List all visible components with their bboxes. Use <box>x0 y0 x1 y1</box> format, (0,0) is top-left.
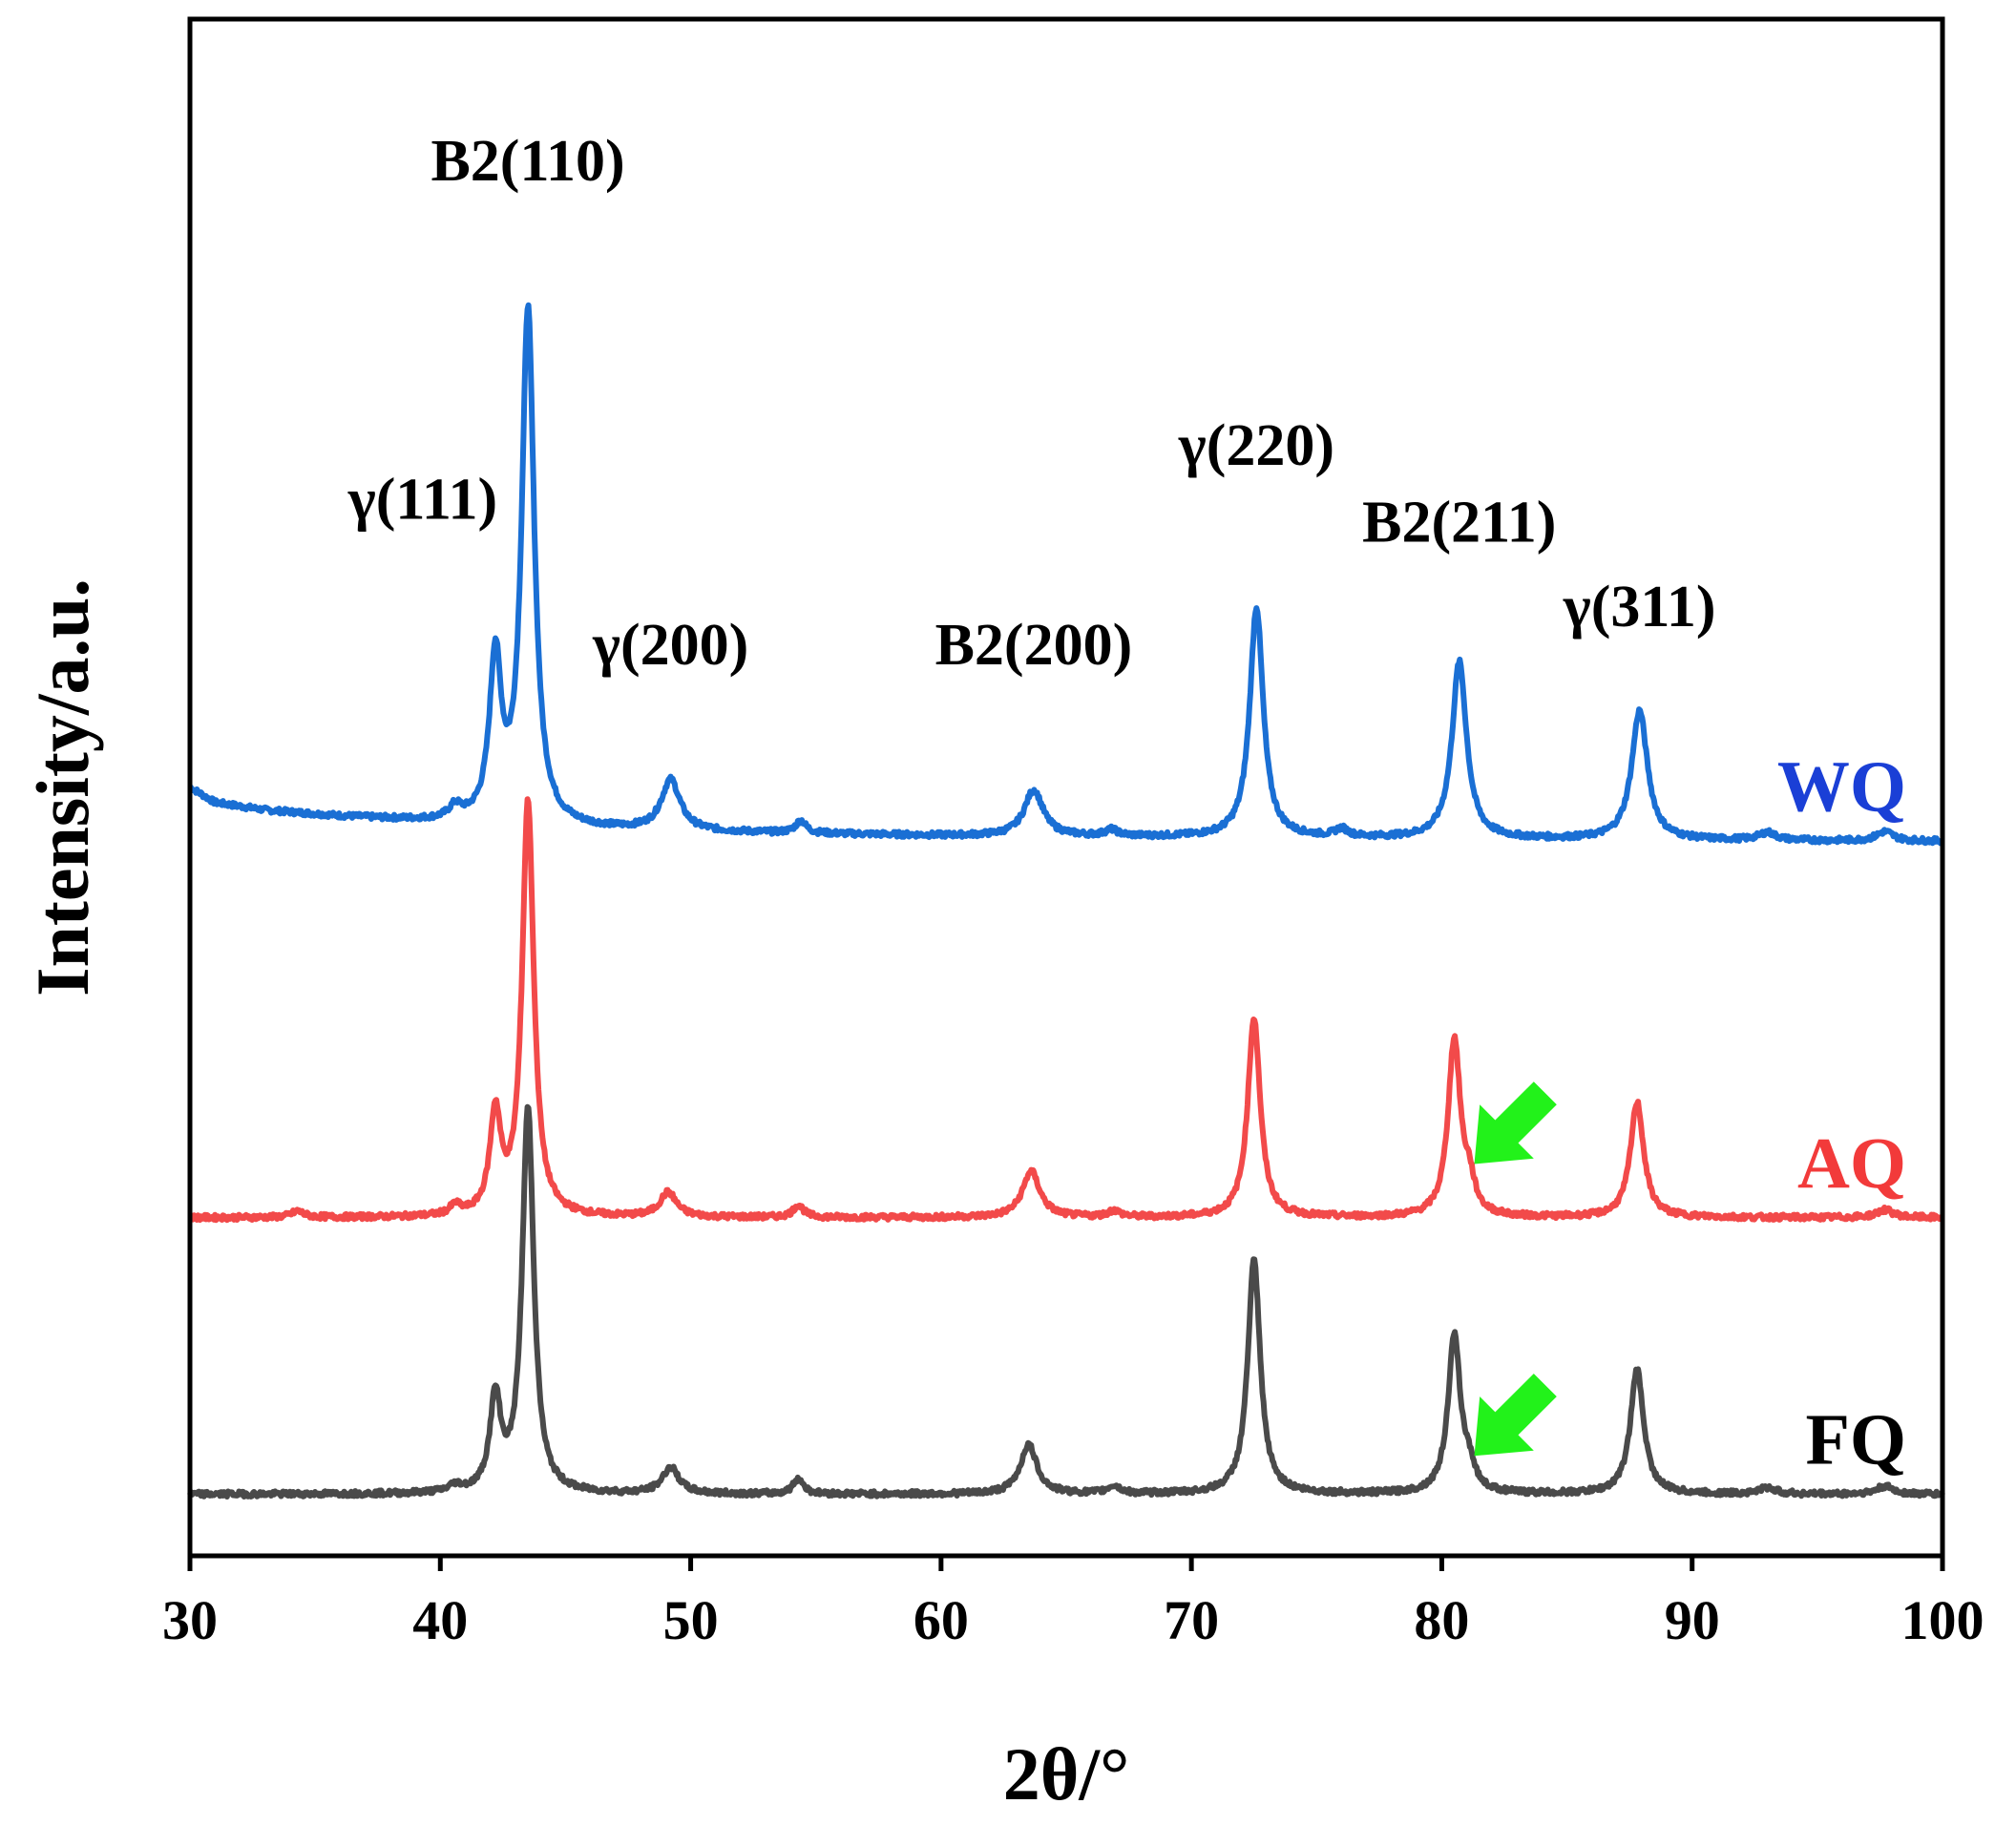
series-label-wq: WQ <box>1777 746 1906 827</box>
peak-label: B2(211) <box>1362 490 1556 555</box>
x-tick-label: 60 <box>914 1589 969 1651</box>
y-axis-title: Intensity/a.u. <box>21 578 104 996</box>
x-axis: 30 40 50 60 70 80 90 100 <box>162 1556 1984 1651</box>
x-tick-label: 90 <box>1665 1589 1720 1651</box>
annotation-layer <box>1474 1081 1557 1457</box>
peak-label: B2(110) <box>430 129 624 194</box>
x-tick-label: 100 <box>1901 1589 1984 1651</box>
annotation-arrow-aq <box>1474 1081 1557 1164</box>
x-tick-label: 80 <box>1414 1589 1469 1651</box>
series-labels: WQ AQ FQ <box>1777 746 1906 1479</box>
series-layer <box>187 302 1945 1500</box>
arrow-shape <box>1474 1081 1557 1164</box>
peak-label: B2(200) <box>935 613 1133 678</box>
x-tick-label: 70 <box>1164 1589 1219 1651</box>
annotation-arrow-fq <box>1474 1374 1557 1457</box>
x-tick-label: 50 <box>663 1589 719 1651</box>
plot-frame <box>187 16 1945 1559</box>
x-tick-label: 30 <box>162 1589 218 1651</box>
peak-labels: B2(110) γ(111) γ(200) B2(200) γ(220) B2(211)γ… <box>347 129 1716 678</box>
x-axis-title: 2θ/° <box>1003 1732 1130 1815</box>
peak-label: γ(111) <box>347 467 497 532</box>
series-label-aq: AQ <box>1797 1123 1906 1204</box>
series-line-wq <box>188 302 1944 847</box>
peak-label: γ(220) <box>1178 413 1334 478</box>
series-line-fq <box>187 1103 1945 1500</box>
x-tick-label: 40 <box>412 1589 468 1651</box>
arrow-shape <box>1474 1374 1557 1457</box>
peak-label: γ(200) <box>592 613 748 678</box>
series-label-fq: FQ <box>1805 1400 1906 1480</box>
peak-label: γ(311) <box>1563 575 1716 640</box>
series-line-aq <box>187 796 1945 1224</box>
